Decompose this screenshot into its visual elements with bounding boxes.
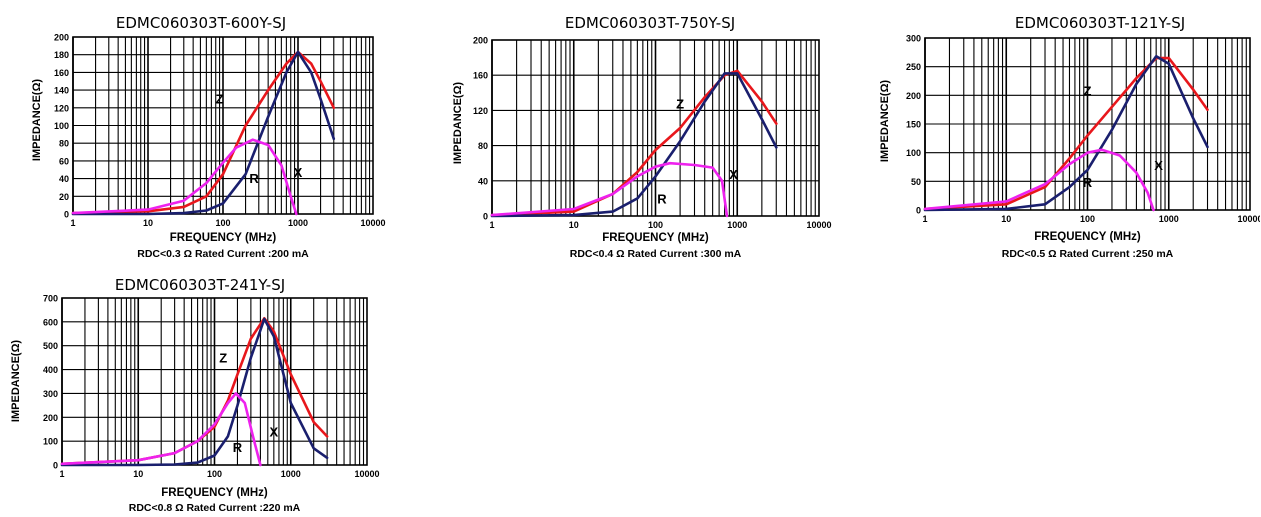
chart-title: EDMC060303T-600Y-SJ: [115, 14, 287, 32]
series-label-r: R: [233, 440, 243, 455]
x-axis-label: FREQUENCY (MHz): [602, 232, 709, 244]
x-tick-label: 1: [70, 218, 75, 228]
x-axis-label: FREQUENCY (MHz): [1034, 231, 1141, 243]
series-label-x: X: [1154, 158, 1163, 173]
x-tick-label: 1000: [727, 220, 747, 230]
series-line-x: [71, 50, 336, 216]
chart-plot-1: 0 20 40 60 80 100 120 140 160 180 200 1 10 100 1000 100…: [54, 33, 386, 229]
series-line-x: [923, 54, 1209, 212]
x-tick-label: 1000: [281, 469, 301, 479]
series-line-x: [60, 317, 329, 467]
series-label-z: Z: [216, 91, 224, 106]
series-label-x: X: [729, 167, 738, 182]
chart-plot-2: 0 40 80 120 160 200 1 10 100 1000 10000 Z R X: [473, 36, 832, 231]
y-tick-label: 0: [53, 461, 58, 471]
series-label-x: X: [294, 165, 303, 180]
chart-title: EDMC060303T-750Y-SJ: [564, 14, 736, 32]
x-tick-label: 10000: [1237, 214, 1260, 224]
plot-frame: [72, 36, 374, 215]
y-tick-label: 40: [478, 176, 488, 186]
series-line-r: [71, 138, 298, 216]
y-tick-label: 120: [54, 103, 69, 113]
chart-title: EDMC060303T-241Y-SJ: [114, 276, 286, 294]
series-label-r: R: [657, 192, 667, 207]
x-tick-label: 1: [59, 469, 64, 479]
y-tick-label: 80: [478, 141, 488, 151]
plot-frame: [491, 39, 820, 217]
y-tick-label: 160: [54, 68, 69, 78]
y-tick-label: 20: [59, 192, 69, 202]
series-line-z: [923, 56, 1209, 211]
series-line-z: [71, 50, 336, 215]
y-tick-label: 150: [906, 120, 921, 130]
y-tick-label: 200: [54, 33, 69, 43]
series-label-r: R: [249, 171, 259, 186]
chart-title: EDMC060303T-121Y-SJ: [1014, 14, 1186, 32]
y-tick-label: 200: [473, 36, 488, 46]
x-axis-label: FREQUENCY (MHz): [169, 232, 277, 244]
y-tick-label: 0: [483, 212, 488, 222]
series-label-z: Z: [219, 350, 227, 365]
series-line-r: [923, 148, 1155, 212]
x-tick-label: 10000: [354, 469, 379, 479]
x-tick-label: 1000: [288, 218, 308, 228]
x-axis-label: FREQUENCY (MHz): [161, 487, 268, 499]
y-tick-label: 100: [906, 148, 921, 158]
x-tick-label: 10000: [360, 218, 385, 228]
x-tick-label: 10: [133, 469, 143, 479]
y-tick-label: 160: [473, 71, 488, 81]
x-tick-label: 10: [1001, 214, 1011, 224]
series-label-x: X: [269, 424, 278, 439]
x-tick-label: 10: [569, 220, 579, 230]
y-tick-label: 600: [43, 317, 58, 327]
y-tick-label: 700: [43, 294, 58, 304]
x-tick-label: 100: [215, 218, 230, 228]
x-tick-label: 10000: [806, 220, 831, 230]
plot-frame: [924, 37, 1251, 211]
series-label-z: Z: [1084, 83, 1092, 98]
chart-note: RDC<0.8 Ω Rated Current :220 mA: [128, 502, 301, 514]
chart-note: RDC<0.5 Ω Rated Current :250 mA: [1001, 248, 1174, 260]
y-tick-label: 300: [906, 34, 921, 44]
series-label-r: R: [1083, 175, 1093, 190]
y-tick-label: 0: [916, 206, 921, 216]
series-line-r: [490, 161, 729, 218]
chart-plot-4: 0 100 200 300 400 500 600 700 1 10 100 1000 10000 Z R X: [43, 294, 380, 480]
x-tick-label: 1: [489, 220, 494, 230]
y-tick-label: 300: [43, 389, 58, 399]
series-line-r: [60, 392, 262, 467]
y-tick-label: 50: [911, 177, 921, 187]
x-tick-label: 10: [143, 218, 153, 228]
y-tick-label: 80: [59, 139, 69, 149]
series-label-z: Z: [676, 97, 684, 112]
y-tick-label: 500: [43, 341, 58, 351]
y-tick-label: 400: [43, 365, 58, 375]
plot-frame: [61, 297, 368, 466]
y-tick-label: 40: [59, 174, 69, 184]
y-tick-label: 100: [43, 437, 58, 447]
y-tick-label: 180: [54, 50, 69, 60]
y-tick-label: 250: [906, 62, 921, 72]
y-tick-label: 100: [54, 121, 69, 131]
chart-plot-3: 0 50 100 150 200 250 300 1 10 100 1000 10000 Z R X: [906, 34, 1260, 225]
x-tick-label: 100: [207, 469, 222, 479]
x-tick-label: 1: [922, 214, 927, 224]
y-tick-label: 60: [59, 156, 69, 166]
x-tick-label: 1000: [1159, 214, 1179, 224]
y-tick-label: 200: [43, 413, 58, 423]
x-tick-label: 100: [648, 220, 663, 230]
y-tick-label: 120: [473, 106, 488, 116]
y-tick-label: 200: [906, 91, 921, 101]
y-tick-label: 0: [64, 210, 69, 220]
y-tick-label: 140: [54, 86, 69, 96]
chart-note: RDC<0.3 Ω Rated Current :200 mA: [137, 248, 309, 260]
chart-note: RDC<0.4 Ω Rated Current :300 mA: [569, 248, 742, 260]
x-tick-label: 100: [1080, 214, 1095, 224]
series-line-x: [490, 72, 778, 218]
